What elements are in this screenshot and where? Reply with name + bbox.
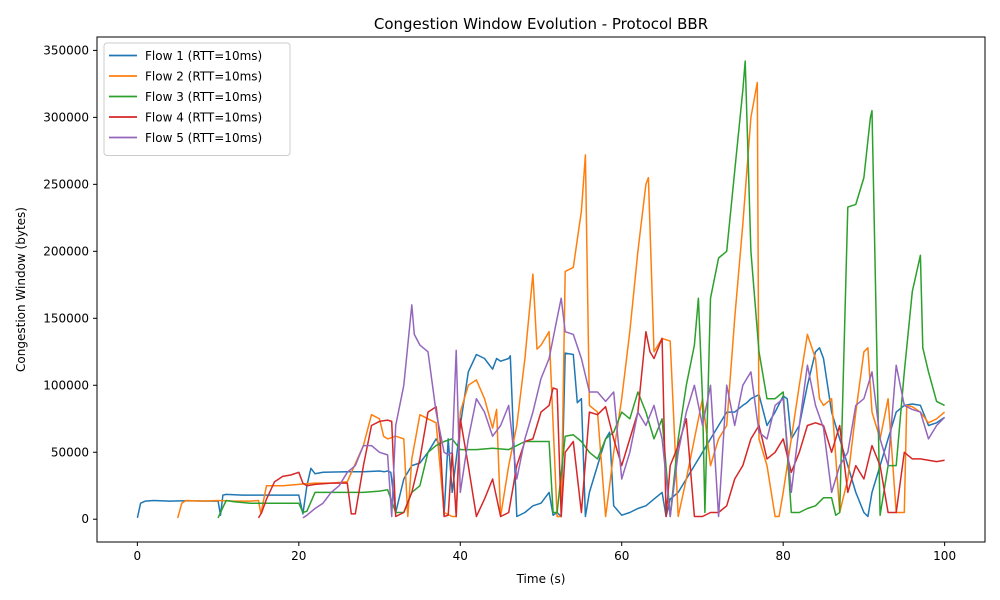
y-tick-label: 150000 <box>43 311 89 325</box>
y-tick-label: 100000 <box>43 378 89 392</box>
series-line-flow-4 <box>257 330 945 519</box>
y-tick-label: 0 <box>81 512 89 526</box>
x-axis-title: Time (s) <box>516 572 566 586</box>
x-tick-label: 0 <box>134 549 142 563</box>
y-tick-label: 200000 <box>43 244 89 258</box>
legend-label-flow-2: Flow 2 (RTT=10ms) <box>145 70 262 84</box>
y-tick-label: 250000 <box>43 177 89 191</box>
x-tick-label: 80 <box>776 549 791 563</box>
y-tick-label: 350000 <box>43 43 89 57</box>
legend: Flow 1 (RTT=10ms) Flow 2 (RTT=10ms) Flow 3… <box>103 42 291 156</box>
x-axis: 0 20 40 60 80 100 <box>134 542 956 563</box>
series-line-flow-3 <box>217 60 945 519</box>
legend-box <box>103 42 291 156</box>
legend-label-flow-5: Flow 5 (RTT=10ms) <box>145 131 262 145</box>
x-tick-label: 20 <box>291 549 306 563</box>
x-tick-label: 60 <box>614 549 629 563</box>
chart-title: Congestion Window Evolution - Protocol B… <box>374 15 708 33</box>
y-tick-label: 300000 <box>43 110 89 124</box>
y-axis-title: Congestion Window (bytes) <box>14 207 28 372</box>
series-line-flow-5 <box>302 297 946 519</box>
x-tick-label: 100 <box>933 549 956 563</box>
series-line-flow-2 <box>176 81 946 519</box>
y-tick-label: 50000 <box>51 445 89 459</box>
y-axis: 0 50000 100000 150000 200000 250000 300000 3500… <box>43 43 97 526</box>
plot-frame <box>96 36 986 543</box>
legend-label-flow-3: Flow 3 (RTT=10ms) <box>145 90 262 104</box>
legend-label-flow-1: Flow 1 (RTT=10ms) <box>145 49 262 63</box>
x-tick-label: 40 <box>453 549 468 563</box>
series-line-flow-1 <box>136 347 946 519</box>
plot-area <box>136 60 946 519</box>
legend-label-flow-4: Flow 4 (RTT=10ms) <box>145 111 262 125</box>
